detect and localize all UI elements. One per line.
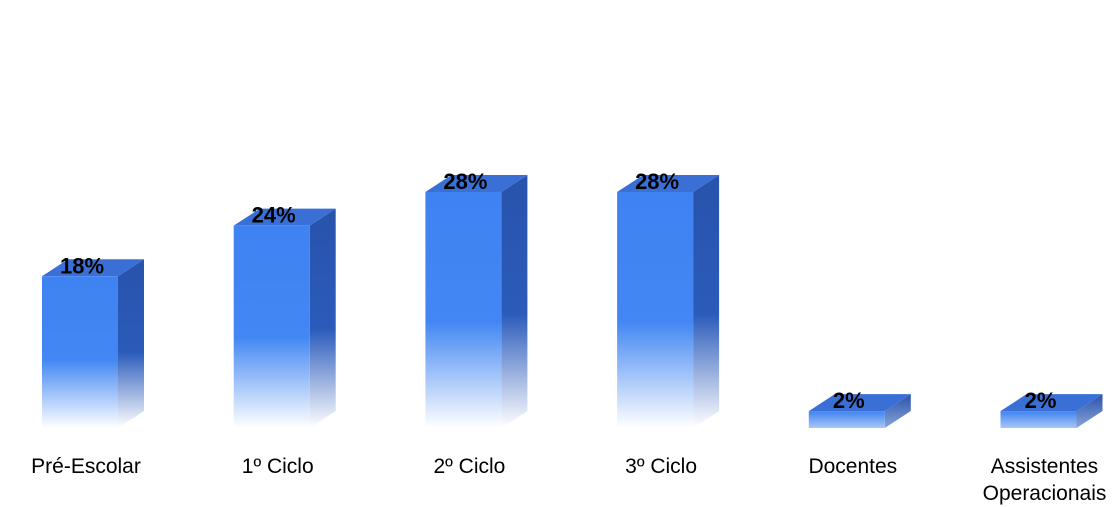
data-label: 18% [60, 253, 104, 278]
bar-front-face [233, 225, 310, 428]
category-label: 2º Ciclo [433, 455, 505, 478]
bar-side-face [501, 174, 528, 428]
data-label: 28% [443, 169, 487, 194]
data-label: 2% [1025, 388, 1057, 413]
category-label: 3º Ciclo [625, 455, 697, 478]
category-label-line: Assistentes [991, 455, 1098, 478]
data-label: 28% [635, 169, 679, 194]
bar-front-face [1000, 411, 1077, 428]
bar-side-face [884, 394, 911, 428]
bars-layer [42, 174, 1103, 428]
bar [617, 174, 720, 428]
category-label: 1º Ciclo [242, 455, 314, 478]
bar-front-face [42, 276, 118, 428]
bar [425, 174, 528, 428]
bar-top-face [617, 174, 720, 192]
bar [233, 208, 336, 428]
bar-side-face [118, 259, 144, 428]
category-label: Docentes [808, 455, 897, 478]
data-label: 2% [833, 388, 865, 413]
bar-side-face [693, 174, 720, 428]
bar-side-face [1076, 394, 1103, 428]
data-label: 24% [252, 203, 296, 228]
category-label-line: 1º Ciclo [242, 455, 314, 478]
category-label: Pré-Escolar [31, 455, 141, 478]
bar-top-face [1000, 394, 1103, 412]
bar-top-face [233, 208, 336, 226]
bar-front-face [808, 411, 885, 428]
bar [808, 394, 911, 428]
labels-layer: 18% Pré-Escolar 24% 1º Ciclo 28% 2º Ciclo 28% 3… [31, 169, 1106, 505]
bar-front-face [425, 191, 502, 428]
bar-top-face [808, 394, 911, 412]
category-label-line: 3º Ciclo [625, 455, 697, 478]
bar-side-face [309, 208, 336, 428]
category-label-line: Operacionais [983, 482, 1107, 505]
category-label-line: Docentes [808, 455, 897, 478]
bar-top-face [42, 259, 144, 277]
category-label-line: 2º Ciclo [433, 455, 505, 478]
bar [42, 259, 144, 428]
bar [1000, 394, 1103, 428]
category-label-line: Pré-Escolar [31, 455, 141, 478]
bar-top-face [425, 174, 528, 192]
bar-front-face [617, 191, 694, 428]
category-label: Assistentes Operacionais [983, 455, 1107, 505]
